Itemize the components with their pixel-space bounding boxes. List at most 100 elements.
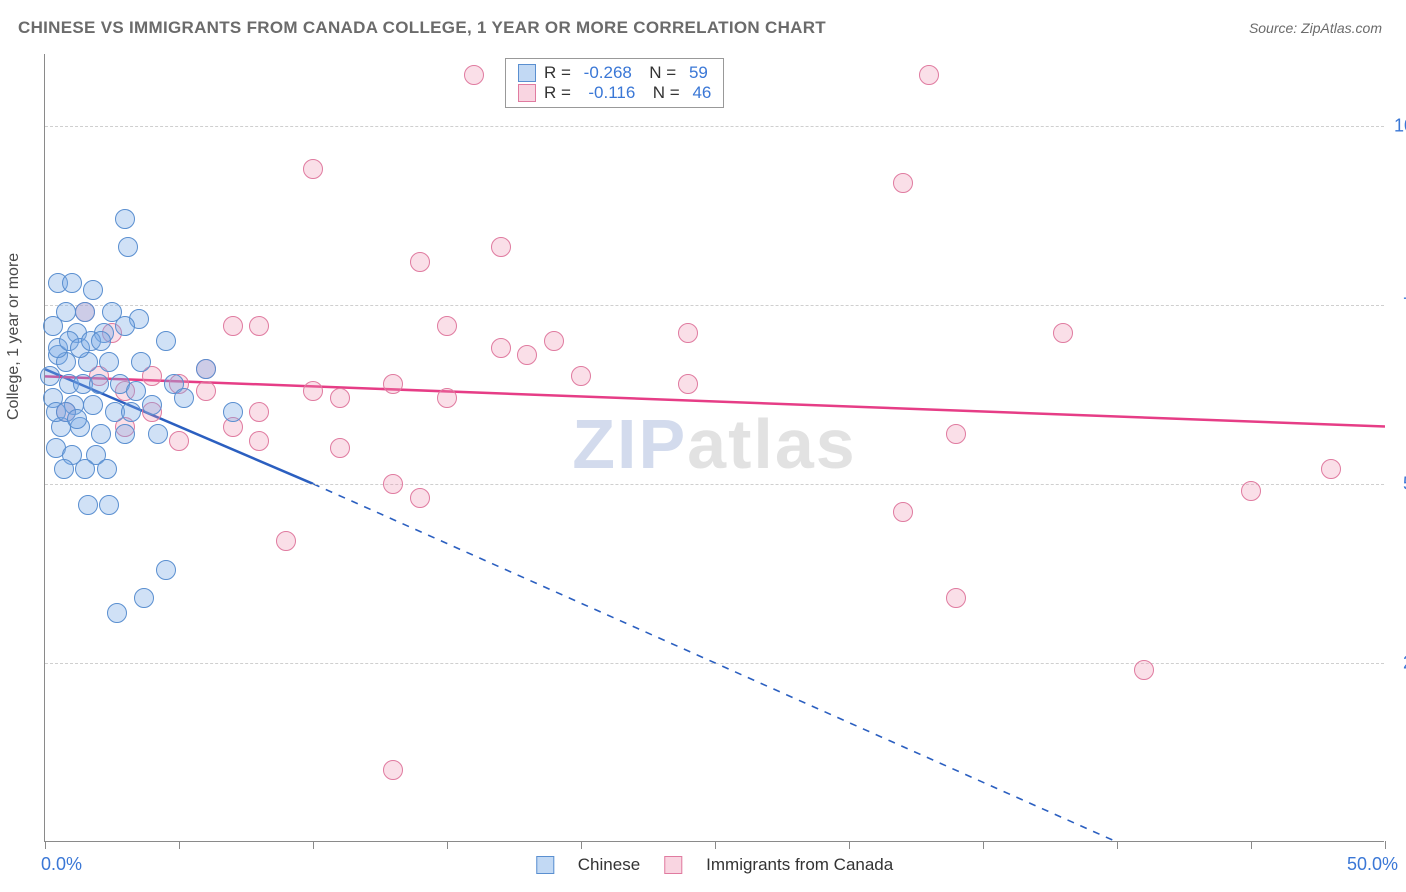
y-tick-label: 75.0% — [1394, 294, 1406, 315]
data-point — [1321, 459, 1341, 479]
data-point — [131, 352, 151, 372]
chart-plot-area: ZIPatlas R = -0.268 N = 59 R = -0.116 N … — [44, 54, 1384, 842]
x-axis-max-label: 50.0% — [1347, 854, 1398, 875]
x-tick — [849, 841, 850, 849]
correlation-legend: R = -0.268 N = 59 R = -0.116 N = 46 — [505, 58, 724, 108]
legend-label: Immigrants from Canada — [706, 855, 893, 875]
data-point — [54, 459, 74, 479]
data-point — [249, 316, 269, 336]
x-tick — [715, 841, 716, 849]
data-point — [383, 474, 403, 494]
data-point — [383, 760, 403, 780]
data-point — [78, 495, 98, 515]
data-point — [121, 402, 141, 422]
data-point — [1053, 323, 1073, 343]
data-point — [174, 388, 194, 408]
data-point — [893, 173, 913, 193]
data-point — [89, 374, 109, 394]
swatch-icon — [536, 856, 554, 874]
data-point — [83, 395, 103, 415]
data-point — [303, 159, 323, 179]
data-point — [156, 560, 176, 580]
gridline — [45, 663, 1384, 664]
source-label: Source: ZipAtlas.com — [1249, 20, 1382, 36]
legend-row: R = -0.268 N = 59 — [518, 63, 711, 83]
data-point — [437, 388, 457, 408]
data-point — [330, 438, 350, 458]
series-legend: Chinese Immigrants from Canada — [536, 855, 893, 875]
data-point — [107, 603, 127, 623]
data-point — [410, 488, 430, 508]
data-point — [43, 316, 63, 336]
watermark-text: ZIPatlas — [572, 404, 856, 484]
data-point — [91, 331, 111, 351]
data-point — [383, 374, 403, 394]
data-point — [249, 402, 269, 422]
data-point — [115, 316, 135, 336]
gridline — [45, 305, 1384, 306]
data-point — [946, 588, 966, 608]
data-point — [437, 316, 457, 336]
chart-title: CHINESE VS IMMIGRANTS FROM CANADA COLLEG… — [18, 18, 826, 38]
data-point — [156, 331, 176, 351]
data-point — [1241, 481, 1261, 501]
data-point — [464, 65, 484, 85]
y-tick-label: 50.0% — [1394, 473, 1406, 494]
y-tick-label: 25.0% — [1394, 652, 1406, 673]
data-point — [544, 331, 564, 351]
data-point — [330, 388, 350, 408]
data-point — [75, 459, 95, 479]
data-point — [97, 459, 117, 479]
data-point — [946, 424, 966, 444]
data-point — [678, 374, 698, 394]
swatch-icon — [518, 84, 536, 102]
data-point — [571, 366, 591, 386]
data-point — [91, 424, 111, 444]
x-axis-min-label: 0.0% — [41, 854, 82, 875]
data-point — [491, 338, 511, 358]
data-point — [893, 502, 913, 522]
data-point — [169, 431, 189, 451]
data-point — [62, 273, 82, 293]
x-tick — [1251, 841, 1252, 849]
data-point — [126, 381, 146, 401]
data-point — [142, 395, 162, 415]
data-point — [223, 316, 243, 336]
gridline — [45, 126, 1384, 127]
data-point — [148, 424, 168, 444]
legend-label: Chinese — [578, 855, 640, 875]
data-point — [919, 65, 939, 85]
swatch-icon — [664, 856, 682, 874]
y-axis-label: College, 1 year or more — [5, 253, 23, 420]
data-point — [678, 323, 698, 343]
data-point — [115, 424, 135, 444]
gridline — [45, 484, 1384, 485]
legend-row: R = -0.116 N = 46 — [518, 83, 711, 103]
x-tick — [45, 841, 46, 849]
data-point — [134, 588, 154, 608]
data-point — [40, 366, 60, 386]
data-point — [303, 381, 323, 401]
data-point — [276, 531, 296, 551]
data-point — [67, 409, 87, 429]
data-point — [196, 381, 216, 401]
x-tick — [581, 841, 582, 849]
data-point — [410, 252, 430, 272]
data-point — [491, 237, 511, 257]
data-point — [1134, 660, 1154, 680]
data-point — [223, 402, 243, 422]
data-point — [118, 237, 138, 257]
data-point — [115, 209, 135, 229]
data-point — [75, 302, 95, 322]
x-tick — [447, 841, 448, 849]
x-tick — [983, 841, 984, 849]
data-point — [99, 495, 119, 515]
trendlines-layer — [45, 54, 1385, 842]
data-point — [99, 352, 119, 372]
data-point — [83, 280, 103, 300]
x-tick — [179, 841, 180, 849]
data-point — [517, 345, 537, 365]
swatch-icon — [518, 64, 536, 82]
data-point — [196, 359, 216, 379]
y-tick-label: 100.0% — [1394, 115, 1406, 136]
